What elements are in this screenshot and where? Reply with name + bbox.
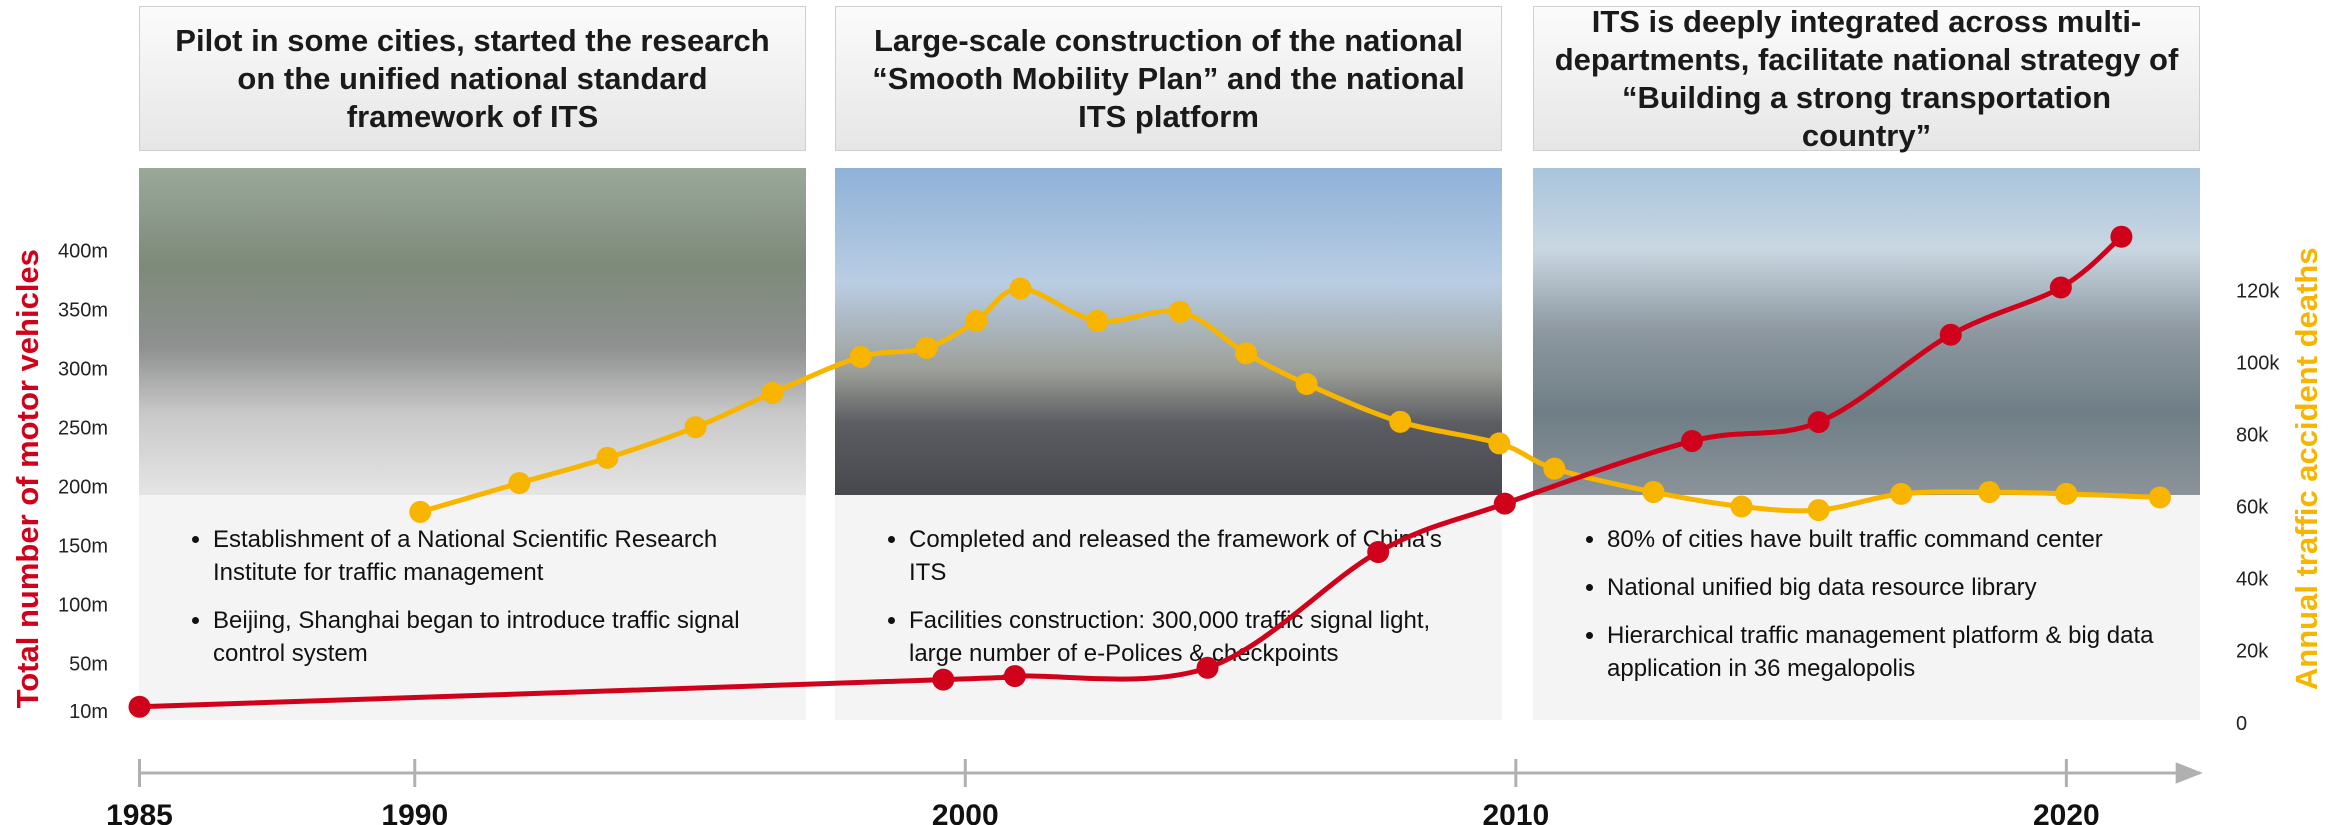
data-point — [932, 669, 954, 691]
data-point — [1086, 310, 1108, 332]
x-tick-label: 2010 — [1482, 799, 1549, 825]
data-point — [1681, 430, 1703, 452]
data-point — [409, 501, 431, 523]
y-tick-label: 150m — [58, 536, 108, 558]
y-tick-label: 100m — [58, 595, 108, 617]
data-point — [508, 472, 530, 494]
data-point — [1940, 324, 1962, 346]
data-point — [1235, 342, 1257, 364]
y-tick-label: 300m — [58, 358, 108, 380]
x-tick-label: 2020 — [2033, 799, 2100, 825]
y2-axis-title: Annual traffic accident deaths — [2289, 247, 2324, 690]
y2-tick-label: 20k — [2236, 641, 2269, 663]
data-point — [1389, 411, 1411, 433]
y2-tick-label: 80k — [2236, 425, 2269, 447]
y-tick-label: 10m — [69, 701, 108, 723]
y-tick-label: 250m — [58, 418, 108, 440]
y-tick-label: 200m — [58, 477, 108, 499]
data-point — [1808, 499, 1830, 521]
y-tick-label: 50m — [69, 654, 108, 676]
data-point — [1642, 481, 1664, 503]
data-point — [762, 382, 784, 404]
data-point — [2110, 226, 2132, 248]
y-tick-label: 400m — [58, 240, 108, 262]
data-point — [2050, 276, 2072, 298]
data-point — [2149, 486, 2171, 508]
data-point — [916, 337, 938, 359]
data-point — [1890, 483, 1912, 505]
y2-tick-label: 60k — [2236, 497, 2269, 519]
data-point — [596, 447, 618, 469]
y-axis-title: Total number of motor vehicles — [10, 249, 45, 708]
data-point — [1004, 665, 1026, 687]
data-point — [1488, 432, 1510, 454]
data-point — [2055, 483, 2077, 505]
y2-tick-label: 40k — [2236, 569, 2269, 591]
data-point — [1808, 411, 1830, 433]
x-tick-label: 1990 — [381, 799, 448, 825]
data-point — [1009, 277, 1031, 299]
data-point — [1367, 541, 1389, 563]
data-point — [1169, 301, 1191, 323]
data-point — [1494, 493, 1516, 515]
data-point — [685, 416, 707, 438]
data-point — [1296, 373, 1318, 395]
series-line — [140, 237, 2122, 707]
y-tick-label: 350m — [58, 299, 108, 321]
data-point — [129, 696, 151, 718]
y2-tick-label: 120k — [2236, 280, 2280, 302]
data-point — [1543, 458, 1565, 480]
data-point — [850, 346, 872, 368]
data-point — [1731, 495, 1753, 517]
series-line — [420, 288, 2160, 511]
data-point — [965, 310, 987, 332]
x-tick-label: 2000 — [932, 799, 999, 825]
data-point — [1978, 481, 2000, 503]
chart: 1985 1990 2000 2010 2020 10m 50m 100m 150m 200m 25… — [0, 0, 2329, 825]
x-tick-label: 1985 — [106, 799, 173, 825]
data-point — [1197, 657, 1219, 679]
y2-tick-label: 0 — [2236, 713, 2247, 735]
y2-tick-label: 100k — [2236, 352, 2280, 374]
